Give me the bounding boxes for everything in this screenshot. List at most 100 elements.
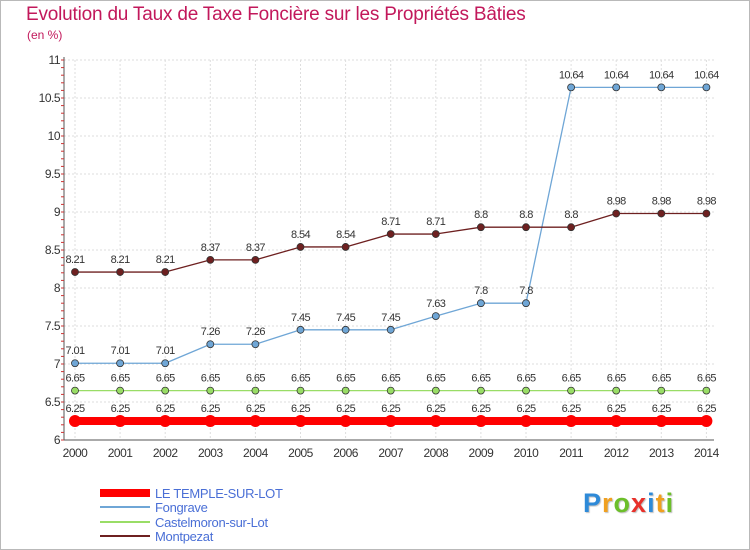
data-point xyxy=(206,386,215,395)
legend-swatch xyxy=(100,489,150,497)
data-label: 7.01 xyxy=(111,345,130,357)
data-label: 6.25 xyxy=(246,403,265,415)
data-label: 6.25 xyxy=(516,403,535,415)
legend-swatch xyxy=(100,506,150,508)
data-point xyxy=(702,209,711,218)
data-label: 8.54 xyxy=(291,229,310,241)
data-label: 8.21 xyxy=(156,254,175,266)
data-point xyxy=(114,415,127,427)
data-point xyxy=(161,268,170,276)
data-point xyxy=(341,386,350,395)
data-point xyxy=(612,209,621,218)
data-label: 10.64 xyxy=(649,69,674,81)
data-label: 6.65 xyxy=(246,373,265,385)
data-point xyxy=(476,299,485,308)
x-tick-label: 2010 xyxy=(514,446,540,460)
data-point xyxy=(296,325,305,334)
data-point xyxy=(565,415,578,427)
x-tick-label: 2001 xyxy=(108,446,134,460)
x-tick-label: 2009 xyxy=(469,446,495,460)
legend-item-castelmoron-sur-lot: Castelmoron-sur-Lot xyxy=(100,515,268,530)
data-point xyxy=(71,359,79,368)
data-label: 7.45 xyxy=(291,312,310,324)
data-point xyxy=(249,415,262,427)
data-point xyxy=(567,223,575,232)
data-label: 8.37 xyxy=(246,242,265,254)
data-point xyxy=(700,415,713,427)
data-label: 6.25 xyxy=(201,403,220,415)
data-point xyxy=(251,340,260,349)
data-point xyxy=(294,415,307,427)
data-label: 6.65 xyxy=(516,373,535,385)
data-point xyxy=(161,386,170,395)
data-label: 7.8 xyxy=(519,285,533,297)
data-point xyxy=(116,268,124,276)
data-point xyxy=(520,415,532,427)
x-tick-label: 2012 xyxy=(604,446,630,460)
data-point xyxy=(567,83,575,92)
legend-label: Fongrave xyxy=(155,499,208,515)
data-label: 10.64 xyxy=(694,69,719,81)
data-label: 6.25 xyxy=(381,403,400,415)
data-label: 6.25 xyxy=(697,403,716,415)
data-label: 6.65 xyxy=(652,373,671,385)
y-tick-label: 9 xyxy=(54,205,61,219)
data-label: 8.8 xyxy=(519,209,533,221)
data-point xyxy=(251,255,260,264)
data-point xyxy=(610,415,623,427)
data-label: 7.26 xyxy=(201,326,220,338)
legend-item-fongrave: Fongrave xyxy=(100,499,208,515)
data-label: 6.25 xyxy=(111,403,130,415)
data-label: 7.26 xyxy=(246,326,265,338)
x-tick-label: 2005 xyxy=(288,446,314,460)
x-tick-label: 2011 xyxy=(559,446,584,460)
data-point xyxy=(204,415,217,427)
legend-item-le-temple-sur-lot: LE TEMPLE-SUR-LOT xyxy=(100,485,283,501)
chart-subtitle: (en %) xyxy=(27,28,63,42)
legend-label: LE TEMPLE-SUR-LOT xyxy=(155,485,283,501)
x-tick-label: 2007 xyxy=(378,446,404,460)
data-label: 8.71 xyxy=(381,216,400,228)
data-point xyxy=(655,415,668,427)
data-point xyxy=(159,415,172,427)
data-label: 8.98 xyxy=(607,196,626,208)
chart-title: Evolution du Taux de Taxe Foncière sur l… xyxy=(26,4,526,25)
data-label: 6.25 xyxy=(607,403,626,415)
data-label: 6.65 xyxy=(562,373,581,385)
data-point xyxy=(567,386,575,395)
data-label: 6.25 xyxy=(652,403,671,415)
data-label: 6.25 xyxy=(471,403,490,415)
data-label: 6.65 xyxy=(291,373,310,385)
data-point xyxy=(431,312,440,321)
x-tick-label: 2013 xyxy=(649,446,675,460)
data-point xyxy=(657,386,666,395)
data-point xyxy=(116,359,124,368)
data-label: 8.54 xyxy=(336,229,355,241)
data-point xyxy=(431,386,440,395)
data-point xyxy=(429,415,442,427)
y-tick-label: 7.5 xyxy=(45,319,61,333)
x-tick-label: 2002 xyxy=(153,446,179,460)
data-label: 6.65 xyxy=(111,373,130,385)
data-point xyxy=(702,83,711,92)
data-point xyxy=(431,230,440,238)
data-point xyxy=(657,209,666,218)
data-label: 8.8 xyxy=(564,209,578,221)
data-point xyxy=(341,243,350,251)
x-tick-label: 2003 xyxy=(198,446,224,460)
y-tick-label: 10 xyxy=(48,129,61,143)
legend-label: Montpezat xyxy=(155,528,214,544)
data-label: 8.21 xyxy=(111,254,130,266)
data-label: 7.01 xyxy=(156,345,175,357)
x-tick-label: 2000 xyxy=(63,446,89,460)
data-label: 6.25 xyxy=(156,403,175,415)
data-label: 6.25 xyxy=(65,403,84,415)
data-label: 6.25 xyxy=(426,403,445,415)
data-point xyxy=(341,325,350,334)
x-tick-label: 2004 xyxy=(243,446,269,460)
data-point xyxy=(474,415,487,427)
y-tick-label: 11 xyxy=(49,53,61,67)
x-tick-label: 2006 xyxy=(333,446,359,460)
